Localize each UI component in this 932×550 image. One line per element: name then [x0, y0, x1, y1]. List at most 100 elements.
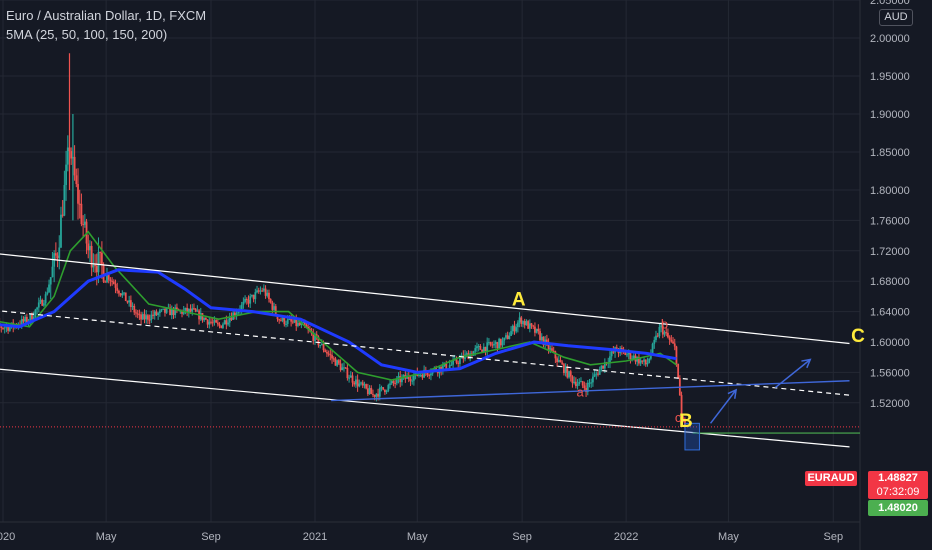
- candle-body: [31, 314, 33, 320]
- x-tick-label: Sep: [512, 531, 532, 543]
- candle-body: [540, 336, 543, 341]
- candle-body: [576, 384, 579, 387]
- candle-body: [557, 359, 560, 363]
- candle-body: [360, 382, 362, 384]
- candle-body: [240, 304, 243, 311]
- candle-body: [153, 311, 156, 316]
- candle-body: [571, 376, 574, 384]
- candle-body: [210, 321, 212, 323]
- candle-body: [235, 313, 238, 316]
- candle-body: [491, 344, 494, 346]
- candle-body: [339, 363, 342, 371]
- candle-body: [499, 338, 502, 346]
- currency-label[interactable]: AUD: [879, 9, 913, 26]
- candle-body: [41, 299, 44, 306]
- candle-body: [341, 367, 344, 371]
- candle-body: [107, 273, 110, 280]
- candle-body: [563, 364, 565, 373]
- candle-body: [617, 350, 620, 354]
- candle-body: [92, 264, 95, 268]
- candle-body: [218, 324, 221, 326]
- candle-body: [7, 326, 10, 331]
- candle-body: [516, 322, 519, 328]
- candle-body: [484, 346, 487, 352]
- candle-body: [44, 294, 47, 304]
- candle-body: [385, 390, 388, 393]
- candle-body: [583, 385, 586, 388]
- candle-body: [303, 322, 306, 325]
- candle-body: [494, 342, 497, 344]
- time-axis[interactable]: 2020 May Sep 2021 May Sep 2022 May Sep: [0, 531, 843, 543]
- candle-body: [174, 307, 177, 315]
- candle-body: [505, 335, 507, 338]
- candle-body: [172, 308, 175, 315]
- candle-body: [600, 365, 603, 370]
- candle-body: [36, 307, 38, 310]
- candle-body: [488, 342, 490, 344]
- candle-body: [390, 381, 393, 384]
- target-box: [684, 422, 700, 451]
- candle-body: [295, 319, 298, 327]
- candle-body: [508, 335, 511, 339]
- candle-body: [269, 299, 272, 303]
- wave-label-B: B: [679, 411, 693, 432]
- candle-body: [213, 320, 216, 323]
- candle-body: [247, 299, 250, 304]
- candle-body: [43, 303, 45, 306]
- candle-body: [60, 214, 62, 248]
- candle-body: [305, 324, 308, 328]
- candle-body: [266, 292, 269, 296]
- candle-body: [77, 184, 79, 204]
- x-tick-label: 2021: [303, 531, 327, 543]
- symbol-title[interactable]: Euro / Australian Dollar, 1D, FXCM: [6, 8, 207, 23]
- candle-body: [297, 322, 299, 327]
- candle-body: [251, 294, 253, 297]
- candle-body: [109, 279, 112, 281]
- candle-body: [332, 358, 335, 360]
- candle-body: [406, 375, 408, 379]
- candle-body: [199, 313, 202, 320]
- candle-body: [302, 322, 304, 324]
- candle-body: [566, 366, 569, 378]
- candle-body: [629, 352, 632, 360]
- candle-body: [204, 317, 207, 320]
- candle-body: [189, 308, 192, 312]
- candle-body: [121, 293, 124, 296]
- candle-body: [65, 164, 67, 186]
- candle-body: [675, 346, 678, 364]
- candle-body: [196, 310, 199, 312]
- candle-body: [124, 292, 127, 302]
- candle-body: [320, 343, 323, 346]
- candle-body: [510, 331, 512, 336]
- candle-body: [119, 293, 122, 296]
- candle-body: [530, 323, 533, 326]
- candle-body: [592, 376, 594, 383]
- candle-body: [37, 302, 40, 308]
- candle-body: [349, 375, 352, 378]
- candle-body: [147, 315, 149, 320]
- candle-body: [680, 395, 683, 418]
- candle-body: [656, 335, 659, 337]
- indicator-label[interactable]: 5MA (25, 50, 100, 150, 200): [6, 27, 168, 42]
- candle-body: [445, 362, 448, 370]
- candle-body: [535, 328, 538, 333]
- price-axis[interactable]: 2.05000 2.00000 1.95000 1.90000 1.85000 1.800…: [870, 0, 910, 410]
- candle-body: [257, 290, 260, 292]
- candle-body: [389, 383, 391, 385]
- moving-averages: [0, 230, 677, 381]
- candle-body: [87, 243, 90, 251]
- candle-body: [627, 352, 630, 355]
- candle-body: [133, 305, 136, 313]
- candle-body: [70, 151, 73, 159]
- candle-body: [51, 266, 54, 278]
- candle-body: [411, 380, 414, 382]
- candle-body: [262, 288, 265, 291]
- candle-body: [286, 319, 289, 324]
- candle-body: [100, 252, 103, 265]
- candle-body: [150, 314, 153, 321]
- candle-body: [164, 308, 166, 313]
- candle-body: [48, 284, 50, 293]
- candle-body: [397, 376, 400, 379]
- candle-body: [469, 353, 472, 360]
